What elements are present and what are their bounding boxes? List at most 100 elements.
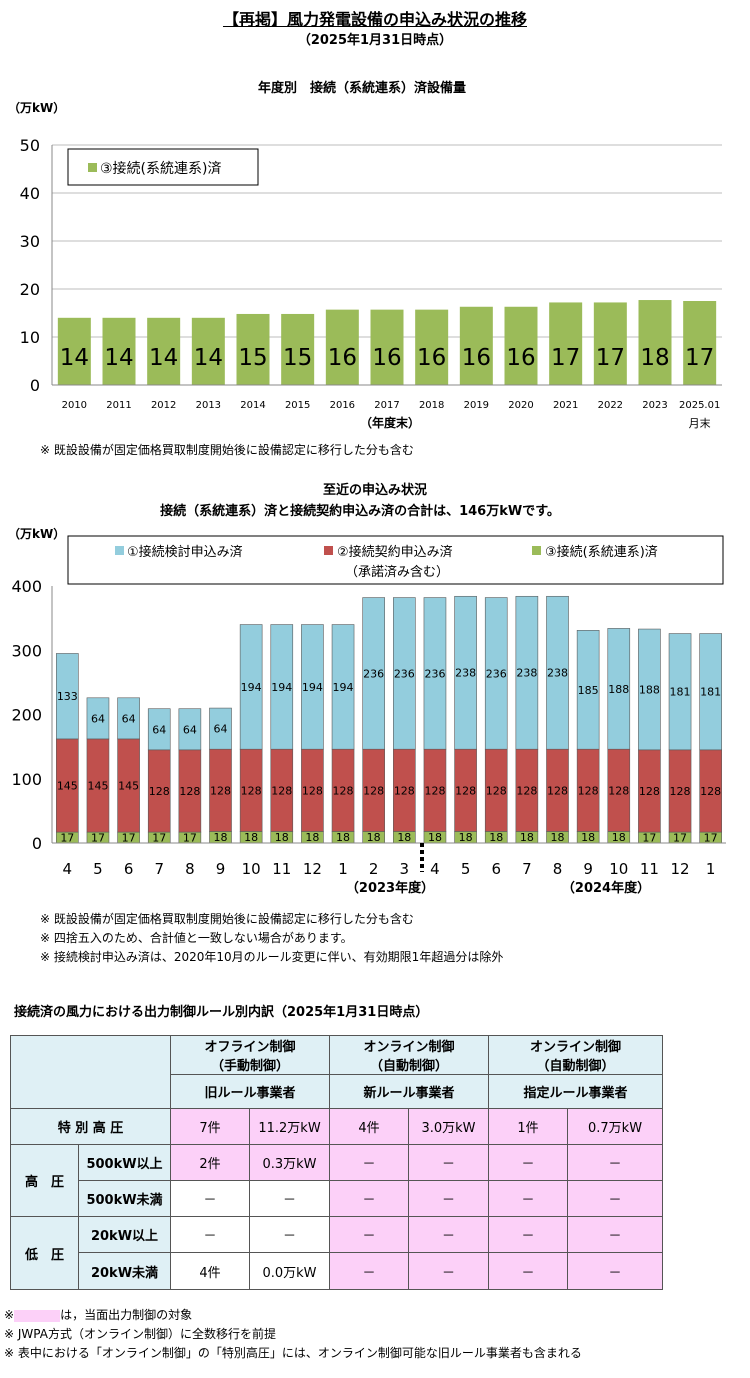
x-tick-label: 2010 <box>62 400 87 411</box>
cell: － <box>408 1216 490 1253</box>
bar-value-label: 16 <box>462 345 491 371</box>
cell: 0.0万kW <box>248 1252 331 1290</box>
cell: － <box>567 1180 664 1217</box>
x-tick-label: 7 <box>522 860 532 878</box>
cell: － <box>248 1180 331 1217</box>
cell: － <box>329 1180 410 1217</box>
stacked-bar-segment <box>576 630 600 750</box>
y-tick-label: 0 <box>30 376 40 395</box>
stacked-bar-segment <box>546 595 569 750</box>
segment-value-label: 128 <box>424 784 445 797</box>
segment-value-label: 145 <box>57 779 78 792</box>
segment-value-label: 128 <box>700 785 721 798</box>
stacked-bar-segment <box>638 628 661 751</box>
legend-swatch-connected <box>88 163 97 172</box>
chart1-unit: （万kW） <box>8 100 65 115</box>
x-tick-label: 2023 <box>642 400 667 411</box>
segment-value-label: 236 <box>363 667 384 680</box>
x-tick-label: 8 <box>553 860 563 878</box>
segment-value-label: 18 <box>214 831 228 844</box>
x-tick-label: 2022 <box>598 400 623 411</box>
table-corner <box>10 1035 171 1109</box>
segment-value-label: 64 <box>214 723 228 736</box>
chart2-legend: ①接続検討申込み済 ②接続契約申込み済 （承諾済み含む） ③接続(系統連系)済 <box>67 535 724 585</box>
stacked-bar-segment <box>515 595 539 750</box>
stacked-bar-segment <box>147 708 171 751</box>
x-tick-label: 2016 <box>330 400 355 411</box>
cell: 7件 <box>170 1108 250 1145</box>
segment-value-label: 17 <box>122 832 136 845</box>
stacked-bar-segment <box>393 597 416 750</box>
output-control-table: オフライン制御 （手動制御） オンライン制御 （自動制御） オンライン制御 （自動制御… <box>10 1035 664 1290</box>
segment-value-label: 194 <box>241 681 262 694</box>
x-tick-label: 12 <box>303 860 322 878</box>
segment-value-label: 128 <box>333 784 354 797</box>
bar <box>57 317 91 385</box>
table-row-low-20plus: 低 圧 20kW以上 － － － － － － <box>10 1216 664 1290</box>
segment-value-label: 238 <box>455 667 476 680</box>
table-row-extra-high: 特 別 高 圧 7件 11.2万kW 4件 3.0万kW 1件 0.7万kW <box>10 1108 664 1145</box>
bar-value-label: 17 <box>551 345 580 371</box>
row-label-20kw-plus: 20kW以上 <box>78 1216 171 1253</box>
segment-value-label: 18 <box>397 831 411 844</box>
segment-value-label: 128 <box>486 784 507 797</box>
x-tick-label: 11 <box>640 860 659 878</box>
table-row-high-500minus: 500kW未満 － － － － － － <box>11 1180 664 1217</box>
cell: － <box>567 1216 664 1253</box>
segment-value-label: 128 <box>455 784 476 797</box>
segment-value-label: 64 <box>122 712 136 725</box>
segment-value-label: 128 <box>179 785 200 798</box>
stacked-bar-segment <box>56 653 79 740</box>
segment-value-label: 17 <box>704 832 718 845</box>
segment-value-label: 128 <box>516 784 537 797</box>
cell: 4件 <box>170 1252 250 1290</box>
stacked-bar-segment <box>178 708 202 751</box>
x-tick-label: 2017 <box>374 400 399 411</box>
legend-connected: ③接続(系統連系)済 <box>100 160 221 177</box>
row-group-low: 低 圧 <box>10 1216 79 1290</box>
segment-value-label: 18 <box>459 831 473 844</box>
cell: 4件 <box>329 1108 410 1145</box>
bar-value-label: 18 <box>640 345 669 371</box>
x-tick-label: 9 <box>583 860 593 878</box>
segment-value-label: 133 <box>57 690 78 703</box>
segment-value-label: 238 <box>547 667 568 680</box>
group-header-offline: オフライン制御 （手動制御） <box>169 1035 331 1075</box>
bar <box>325 309 359 385</box>
bar-value-label: 14 <box>60 345 89 371</box>
x-tick-label: 6 <box>124 860 134 878</box>
subheader-designated-rule: 指定ルール事業者 <box>488 1074 664 1109</box>
bar <box>281 313 315 385</box>
segment-value-label: 236 <box>486 667 507 680</box>
stacked-bar-segment <box>86 697 110 740</box>
table-note-2: ※ JWPA方式（オンライン制御）に全数移行を前提 <box>4 1327 276 1341</box>
chart2-unit: （万kW） <box>8 526 65 541</box>
x-tick-label: 2013 <box>196 400 221 411</box>
segment-value-label: 185 <box>578 684 599 697</box>
x-tick-label: 5 <box>93 860 103 878</box>
bar <box>504 306 538 385</box>
segment-value-label: 181 <box>670 686 691 699</box>
bar-value-label: 16 <box>506 345 535 371</box>
chart2-note-1: ※ 既設設備が固定価格買取制度開始後に設備認定に移行した分も含む <box>40 912 414 926</box>
row-label-20kw-minus: 20kW未満 <box>78 1252 171 1290</box>
table-note-1: ※ は，当面出力制御の対象 <box>4 1308 193 1322</box>
segment-value-label: 17 <box>673 832 687 845</box>
y-tick-label: 200 <box>11 706 42 725</box>
x-tick-label: 1 <box>706 860 716 878</box>
y-tick-label: 50 <box>20 136 40 155</box>
x-tick-label: 4 <box>430 860 440 878</box>
x-tick-label: 2025.01 <box>679 400 720 411</box>
x-tick-label: 2 <box>369 860 379 878</box>
segment-value-label: 128 <box>639 785 660 798</box>
bar <box>638 300 672 385</box>
legend-study: ①接続検討申込み済 <box>127 544 243 560</box>
segment-value-label: 128 <box>241 784 262 797</box>
page-subtitle: （2025年1月31日時点） <box>297 33 453 48</box>
chart1-legend: ③接続(系統連系)済 <box>67 148 259 186</box>
row-label-extra-high: 特 別 高 圧 <box>10 1108 171 1145</box>
chart2-y-axis: 0 100 200 300 400 <box>11 577 42 853</box>
x-tick-label: 1 <box>338 860 348 878</box>
x-tick-label: 2011 <box>106 400 131 411</box>
cell: － <box>248 1216 331 1253</box>
